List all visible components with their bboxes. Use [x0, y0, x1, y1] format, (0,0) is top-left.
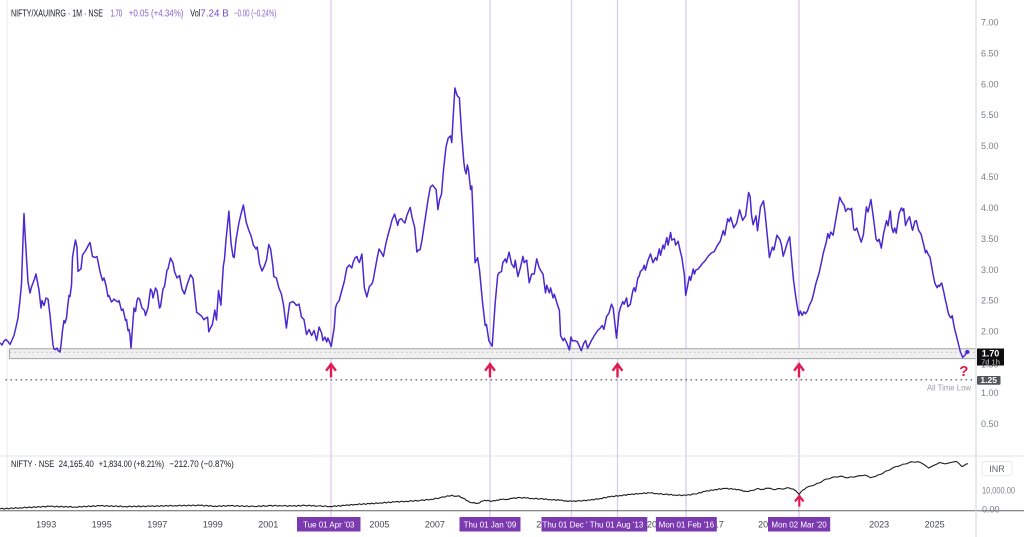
svg-text:5.50: 5.50 [981, 110, 999, 120]
svg-text:+0.05 (+4.34%): +0.05 (+4.34%) [129, 9, 184, 20]
svg-text:1997: 1997 [147, 520, 167, 530]
svg-text:1.00: 1.00 [981, 388, 999, 398]
svg-text:Vol: Vol [190, 9, 200, 20]
svg-text:7.00: 7.00 [981, 18, 999, 28]
svg-text:7d 1h: 7d 1h [981, 357, 1000, 366]
svg-text:10,000.00: 10,000.00 [982, 486, 1015, 496]
svg-text:4.00: 4.00 [981, 203, 999, 213]
svg-text:0.50: 0.50 [981, 419, 999, 429]
svg-text:2001: 2001 [258, 520, 278, 530]
svg-text:2007: 2007 [425, 520, 445, 530]
svg-text:6.00: 6.00 [981, 79, 999, 89]
svg-text:−212.70 (−0.87%): −212.70 (−0.87%) [169, 459, 233, 470]
svg-text:Thu 01 Aug '13: Thu 01 Aug '13 [590, 520, 644, 529]
svg-text:NIFTY · NSE: NIFTY · NSE [11, 459, 54, 470]
svg-text:2005: 2005 [369, 520, 389, 530]
svg-text:INR: INR [989, 464, 1005, 474]
svg-text:?: ? [959, 363, 968, 380]
svg-text:−0.00 (−0.24%): −0.00 (−0.24%) [234, 9, 276, 20]
svg-text:3.50: 3.50 [981, 234, 999, 244]
svg-text:Thu 01 Jan '09: Thu 01 Jan '09 [464, 520, 517, 529]
svg-text:Tue 01 Apr '03: Tue 01 Apr '03 [303, 520, 355, 529]
svg-text:24,165.40: 24,165.40 [59, 459, 94, 470]
svg-text:2.00: 2.00 [981, 327, 999, 337]
svg-text:Mon 01 Feb '16: Mon 01 Feb '16 [659, 520, 715, 529]
svg-text:1999: 1999 [203, 520, 223, 530]
svg-text:NIFTY/XAUINRG · 1M · NSE: NIFTY/XAUINRG · 1M · NSE [11, 9, 103, 20]
svg-text:0.00: 0.00 [982, 505, 1000, 515]
svg-text:2023: 2023 [869, 520, 889, 530]
svg-text:6.50: 6.50 [981, 48, 999, 58]
svg-text:1.25: 1.25 [980, 375, 997, 385]
svg-text:1993: 1993 [36, 520, 56, 530]
svg-text:Thu 01 Dec ': Thu 01 Dec ' [542, 520, 588, 529]
svg-text:Mon 02 Mar '20: Mon 02 Mar '20 [771, 520, 827, 529]
svg-text:All Time Low: All Time Low [927, 383, 972, 393]
svg-text:+1,834.00 (+8.21%): +1,834.00 (+8.21%) [99, 459, 164, 470]
svg-text:1.70: 1.70 [111, 9, 123, 20]
svg-text:1995: 1995 [92, 520, 112, 530]
svg-text:2025: 2025 [925, 520, 945, 530]
svg-text:5.00: 5.00 [981, 141, 999, 151]
svg-text:2.50: 2.50 [981, 296, 999, 306]
svg-text:7.24 B: 7.24 B [200, 9, 229, 20]
svg-text:4.50: 4.50 [981, 172, 999, 182]
svg-text:3.00: 3.00 [981, 265, 999, 275]
svg-text:1.70: 1.70 [982, 348, 1000, 358]
